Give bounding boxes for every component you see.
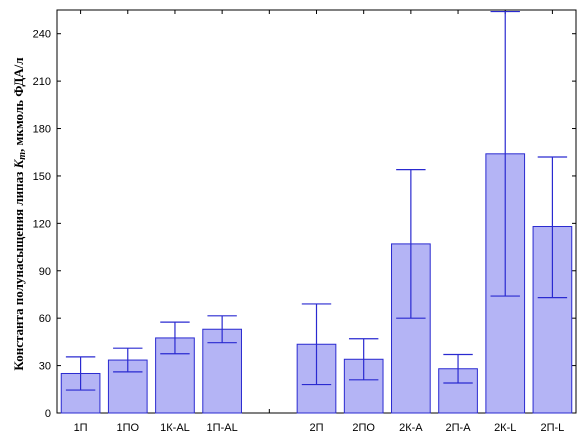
- x-tick-label: 2ПО: [352, 422, 375, 434]
- y-axis-label: Константа полунасыщения липаз Km, мкмоль…: [11, 57, 28, 370]
- svg-text:Константа полунасыщения липаз: Константа полунасыщения липаз Km, мкмоль…: [11, 57, 28, 370]
- y-tick-label: 210: [33, 76, 51, 88]
- y-tick-label: 150: [33, 171, 51, 183]
- y-axis-label-subscript: m: [17, 152, 28, 160]
- y-tick-label: 60: [39, 313, 51, 325]
- y-tick-label: 30: [39, 361, 51, 373]
- y-tick-label: 180: [33, 124, 51, 136]
- x-tick-label: 1П-AL: [207, 422, 238, 434]
- y-tick-label: 240: [33, 29, 51, 41]
- x-tick-label: 2П: [309, 422, 323, 434]
- x-tick-label: 1К-AL: [160, 422, 190, 434]
- y-tick-label: 90: [39, 266, 51, 278]
- y-axis-label-main: Константа полунасыщения липаз: [11, 168, 26, 370]
- x-tick-label: 2П-L: [541, 422, 565, 434]
- y-tick-label: 120: [33, 218, 51, 230]
- x-tick-label: 2К-L: [494, 422, 516, 434]
- y-axis-label-symbol: K: [11, 158, 26, 169]
- y-axis-label-unit: , мкмоль ФДА/л: [11, 57, 26, 152]
- x-tick-label: 1П: [74, 422, 88, 434]
- x-tick-label: 2П-А: [446, 422, 472, 434]
- y-tick-label: 0: [45, 408, 51, 420]
- x-tick-label: 1ПО: [116, 422, 139, 434]
- x-tick-label: 2К-А: [399, 422, 423, 434]
